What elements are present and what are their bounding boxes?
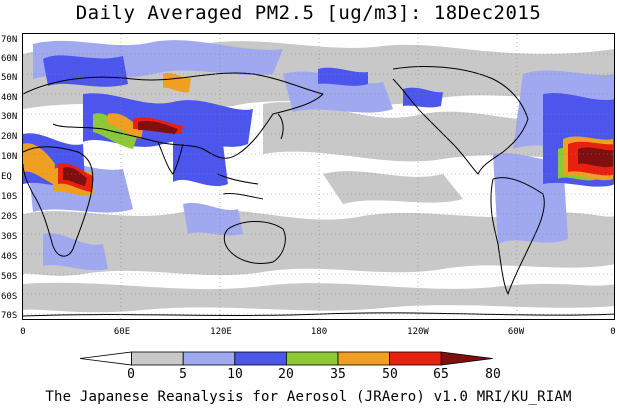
lat-label-10s: 10S [1, 192, 18, 202]
colorbar-segment-0 [79, 351, 133, 366]
colorbar-label-5: 5 [179, 367, 187, 382]
colorbar-segment-2 [182, 351, 236, 366]
colorbar-label-20: 20 [278, 367, 294, 382]
lat-label-70s: 70S [1, 311, 18, 321]
footer-credit: The Japanese Reanalysis for Aerosol (JRA… [45, 389, 572, 405]
lat-label-40n: 40N [1, 93, 18, 103]
lon-label-120w: 120W [407, 327, 429, 337]
lat-label-30n: 30N [1, 112, 18, 122]
lat-label-eq: EQ [1, 172, 12, 182]
lat-label-10n: 10N [1, 152, 18, 162]
colorbar-segment-5 [337, 351, 390, 366]
lat-label-50n: 50N [1, 73, 18, 83]
lat-label-30s: 30S [1, 232, 18, 242]
lon-label-0: 0 [20, 327, 26, 337]
lat-label-60s: 60S [1, 292, 18, 302]
colorbar-segment-6 [389, 351, 442, 366]
lat-label-20s: 20S [1, 212, 18, 222]
lon-label-0-end: 0 [610, 327, 616, 337]
lat-label-40s: 40S [1, 252, 18, 262]
colorbar-label-80: 80 [485, 367, 501, 382]
lon-label-60e: 60E [113, 327, 131, 337]
colorbar-label-65: 65 [433, 367, 449, 382]
lon-label-60w: 60W [507, 327, 525, 337]
lon-label-120e: 120E [210, 327, 232, 337]
lat-label-20n: 20N [1, 132, 18, 142]
pm25-map [22, 33, 615, 320]
colorbar-label-35: 35 [330, 367, 346, 382]
colorbar-label-0: 0 [127, 367, 135, 382]
lat-label-60n: 60N [1, 54, 18, 64]
colorbar-segment-3 [234, 351, 287, 366]
graticule [23, 34, 614, 319]
colorbar-label-50: 50 [382, 367, 398, 382]
pm25-level-above-80 [63, 120, 613, 186]
lon-label-180: 180 [310, 327, 328, 337]
lat-label-50s: 50S [1, 272, 18, 282]
colorbar-segment-1 [131, 351, 184, 366]
colorbar-segment-7 [440, 351, 493, 366]
map-title: Daily Averaged PM2.5 [ug/m3]: 18Dec2015 [75, 2, 542, 24]
lat-label-70n: 70N [1, 35, 18, 45]
colorbar-label-10: 10 [227, 367, 243, 382]
map-canvas [23, 34, 614, 319]
colorbar-segment-4 [285, 351, 339, 366]
